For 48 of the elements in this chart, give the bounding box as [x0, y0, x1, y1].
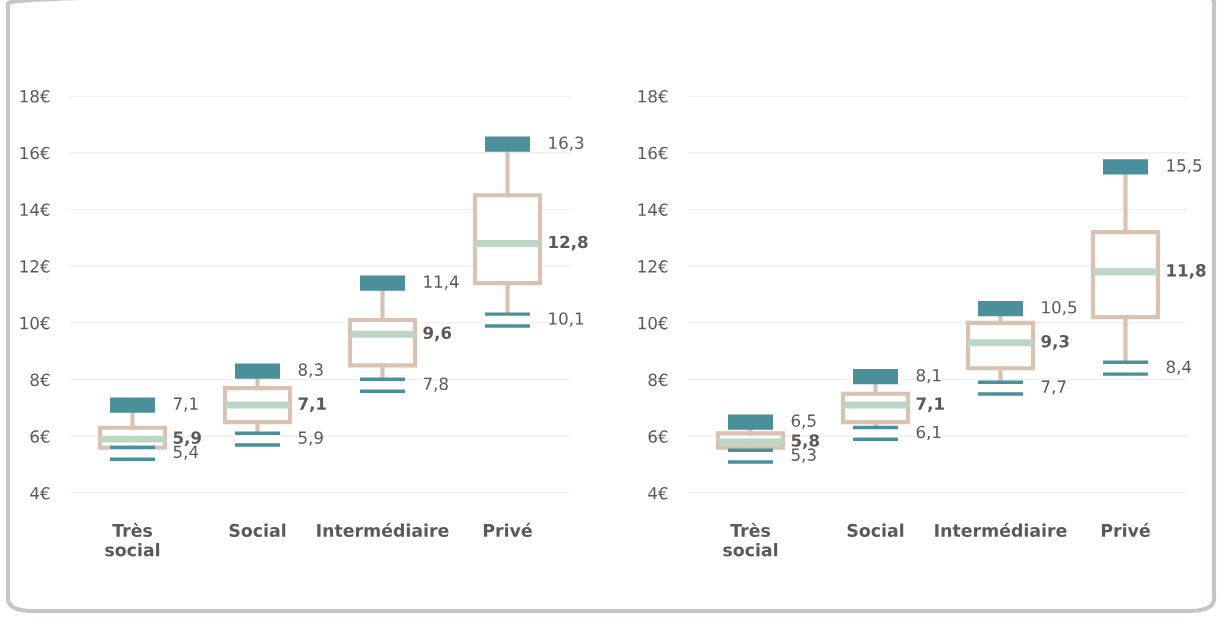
annotation: 15,5 [1167, 159, 1202, 174]
y-tick-label: 14€ [20, 203, 50, 216]
annotation: 5,9 [298, 431, 323, 446]
annotation: 8,1 [916, 368, 941, 384]
annotation: 5,3 [791, 448, 816, 463]
y-tick-label: 10€ [20, 316, 50, 330]
y-tick-label: 12€ [20, 260, 50, 273]
annotation: 10,5 [1042, 300, 1077, 316]
annotation: 7,1 [916, 397, 944, 413]
y-tick-label: 16€ [20, 146, 50, 160]
x-tick-label: Social [847, 523, 904, 537]
annotation: 16,3 [549, 136, 584, 151]
y-tick-label: 12€ [638, 260, 668, 273]
x-tick-label: Très social [723, 522, 778, 557]
annotation: 7,7 [1041, 380, 1066, 395]
x-tick-label: Social [229, 523, 286, 537]
annotation: 7,1 [173, 397, 198, 412]
annotation: 5,4 [173, 445, 199, 460]
x-tick-label: Intermédiaire [317, 522, 449, 537]
y-tick-label: 4€ [648, 486, 668, 500]
y-tick-label: 6€ [648, 430, 668, 443]
x-tick-label: Privé [1101, 522, 1150, 537]
annotation: 5,9 [173, 431, 201, 447]
annotation: 5,8 [791, 434, 819, 449]
y-tick-label: 6€ [30, 430, 50, 443]
x-tick-label: Intermédiaire [935, 522, 1067, 537]
annotation: 9,3 [1041, 334, 1069, 350]
annotation: 12,8 [549, 235, 588, 251]
y-tick-label: 16€ [638, 146, 668, 160]
annotation: 8,4 [1166, 360, 1192, 375]
y-tick-label: 18€ [638, 89, 668, 103]
annotation: 8,3 [298, 363, 323, 378]
annotation: 6,5 [791, 414, 816, 429]
annotation: 9,6 [423, 326, 452, 342]
annotation: 7,8 [423, 377, 448, 392]
annotation: 7,1 [298, 397, 326, 413]
y-tick-label: 18€ [20, 89, 50, 103]
y-tick-label: 10€ [638, 316, 668, 330]
x-tick-label: Très social [105, 522, 160, 557]
y-tick-label: 8€ [30, 373, 50, 387]
y-tick-label: 14€ [638, 203, 668, 216]
x-tick-label: Privé [483, 522, 532, 537]
annotation: 11,4 [424, 275, 459, 290]
y-tick-label: 4€ [30, 486, 50, 500]
annotation: 6,1 [916, 425, 941, 440]
annotation: 10,1 [549, 312, 584, 327]
y-tick-label: 8€ [648, 373, 668, 387]
annotation: 11,8 [1167, 264, 1206, 279]
